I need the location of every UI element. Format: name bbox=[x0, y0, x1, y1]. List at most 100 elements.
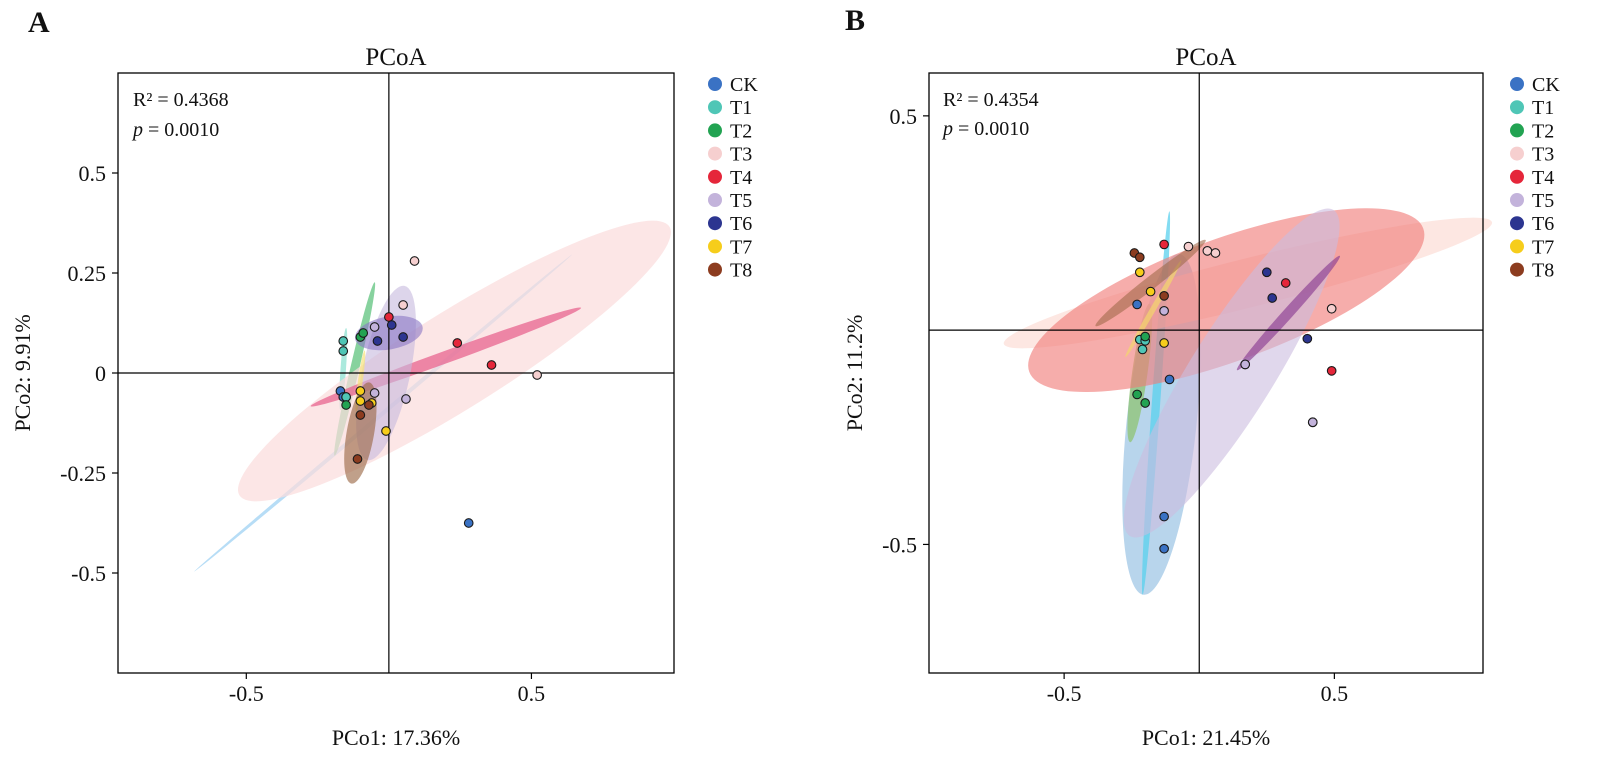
r-squared-text: R² = 0.4368 bbox=[133, 89, 229, 111]
point-ck bbox=[1159, 543, 1169, 554]
p-value: = 0.0010 bbox=[143, 119, 219, 141]
point-t2 bbox=[1140, 331, 1151, 342]
point-t6 bbox=[398, 332, 408, 342]
legend-swatch-t5 bbox=[1510, 193, 1524, 207]
x-tick-label: -0.5 bbox=[1047, 681, 1082, 706]
legend-label-t8: T8 bbox=[730, 260, 752, 282]
ellipse-t3 bbox=[237, 220, 671, 502]
legend-swatch-t6 bbox=[708, 216, 722, 231]
point-ck bbox=[1159, 511, 1169, 522]
legend-swatch-t8 bbox=[1510, 262, 1524, 277]
point-t7 bbox=[1145, 286, 1156, 297]
legend-swatch-t1 bbox=[708, 100, 722, 115]
point-t7 bbox=[355, 386, 366, 396]
point-t3 bbox=[409, 256, 420, 266]
legend-label-ck: CK bbox=[1532, 74, 1560, 96]
point-t1 bbox=[338, 346, 349, 356]
point-t4 bbox=[486, 360, 497, 370]
point-t8 bbox=[1159, 291, 1169, 301]
legend-swatch-t2 bbox=[1510, 123, 1524, 138]
y-tick-label: 0 bbox=[95, 361, 106, 386]
point-t7 bbox=[1134, 267, 1145, 278]
y-tick-label: 0.25 bbox=[68, 261, 107, 286]
x-axis-ticks: -0.5 0.5 bbox=[1047, 673, 1348, 706]
legend-label-t5: T5 bbox=[730, 190, 752, 212]
point-t4 bbox=[452, 338, 463, 348]
x-tick-label: -0.5 bbox=[229, 681, 264, 706]
point-t6 bbox=[1302, 333, 1313, 344]
legend-swatch-t3 bbox=[708, 146, 722, 161]
ellipse-t8 bbox=[1095, 239, 1206, 327]
r-squared-text: R² = 0.4354 bbox=[943, 89, 1039, 111]
y-tick-label: 0.5 bbox=[890, 104, 918, 129]
legend-label-t8: T8 bbox=[1532, 260, 1554, 282]
p-symbol: p bbox=[941, 118, 953, 140]
point-t8 bbox=[355, 410, 366, 420]
point-t6 bbox=[1261, 267, 1272, 278]
legend-label-t7: T7 bbox=[1532, 236, 1554, 258]
point-t5 bbox=[401, 394, 411, 404]
legend-swatch-t5 bbox=[708, 193, 722, 207]
point-t1 bbox=[1137, 344, 1148, 355]
point-t1 bbox=[341, 392, 351, 402]
y-axis-ticks: 0.5 -0.5 bbox=[882, 104, 929, 557]
x-axis-label: PCo1: 17.36% bbox=[332, 725, 460, 750]
legend-label-t7: T7 bbox=[730, 236, 752, 258]
point-t3 bbox=[398, 300, 408, 310]
legend-swatch-t7 bbox=[1510, 239, 1524, 254]
legend-swatch-t4 bbox=[708, 169, 722, 184]
y-axis-label: PCo2: 9.91% bbox=[10, 314, 35, 431]
point-t6 bbox=[386, 320, 397, 330]
legend-label-t1: T1 bbox=[730, 97, 752, 119]
legend-label-t3: T3 bbox=[1532, 144, 1554, 166]
point-t5 bbox=[1240, 359, 1251, 370]
point-t3 bbox=[532, 370, 542, 380]
panel-a: A PCoA -0.5 0.5 0.5 0.25 0 -0.25 -0.5 R² = 0.… bbox=[10, 6, 758, 750]
legend-label-t4: T4 bbox=[1532, 167, 1554, 189]
point-ck bbox=[1132, 299, 1142, 310]
legend-label-t2: T2 bbox=[1532, 120, 1554, 142]
point-t1 bbox=[338, 336, 349, 346]
point-ck bbox=[1164, 374, 1175, 385]
ellipse-t5 bbox=[1123, 208, 1340, 538]
point-t5 bbox=[369, 388, 380, 398]
sample-points bbox=[1129, 239, 1337, 554]
panel-letter: B bbox=[845, 4, 865, 37]
ellipse-t6 bbox=[1236, 255, 1341, 371]
legend-swatch-t2 bbox=[708, 123, 722, 138]
confidence-ellipses bbox=[194, 220, 671, 572]
legend-swatch-ck bbox=[708, 77, 722, 91]
point-t8 bbox=[364, 400, 374, 410]
point-t5 bbox=[1159, 306, 1169, 316]
point-t8 bbox=[1134, 252, 1145, 263]
legend-swatch-t7 bbox=[708, 239, 722, 254]
point-t3 bbox=[1210, 248, 1221, 258]
ellipse-t7 bbox=[1125, 260, 1182, 358]
p-value-text: p = 0.0010 bbox=[941, 118, 1029, 140]
x-tick-label: 0.5 bbox=[1321, 681, 1349, 706]
panel-letter: A bbox=[28, 6, 50, 39]
legend-label-t4: T4 bbox=[730, 167, 752, 189]
legend-label-t6: T6 bbox=[730, 213, 752, 235]
point-t4 bbox=[384, 312, 394, 322]
point-t7 bbox=[355, 396, 366, 406]
p-value-text: p = 0.0010 bbox=[131, 119, 219, 141]
plot-title: PCoA bbox=[1175, 44, 1236, 71]
y-axis-ticks: 0.5 0.25 0 -0.25 -0.5 bbox=[60, 161, 118, 586]
legend-swatch-t1 bbox=[1510, 100, 1524, 115]
plot-frame bbox=[928, 72, 1484, 674]
legend-swatch-t4 bbox=[1510, 169, 1524, 184]
legend-swatch-t3 bbox=[1510, 146, 1524, 161]
legend-label-t6: T6 bbox=[1532, 213, 1554, 235]
point-t7 bbox=[1159, 338, 1169, 348]
point-t8 bbox=[352, 454, 363, 464]
point-t2 bbox=[1132, 389, 1142, 400]
legend-label-t3: T3 bbox=[730, 144, 752, 166]
legend-label-t2: T2 bbox=[730, 120, 752, 142]
point-t4 bbox=[1326, 366, 1337, 376]
panel-b: B PCoA -0.5 0.5 0.5 -0.5 R² = 0.4354 p = 0… bbox=[842, 4, 1560, 750]
point-ck bbox=[463, 518, 474, 528]
